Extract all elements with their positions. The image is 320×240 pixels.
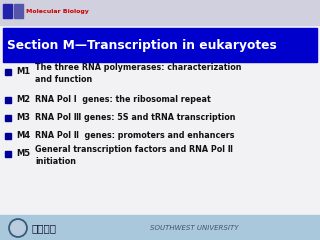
Text: RNA Pol Ⅲ genes: 5S and tRNA transcription: RNA Pol Ⅲ genes: 5S and tRNA transcripti…	[35, 114, 236, 122]
Circle shape	[12, 222, 25, 234]
Text: M3: M3	[16, 114, 30, 122]
Text: 西南大学: 西南大学	[32, 223, 57, 233]
Bar	[0, 215, 320, 240]
Text: RNA Pol Ⅱ  genes: promoters and enhancers: RNA Pol Ⅱ genes: promoters and enhancers	[35, 132, 235, 140]
Bar	[5, 133, 11, 139]
Text: RNA Pol Ⅰ  genes: the ribosomal repeat: RNA Pol Ⅰ genes: the ribosomal repeat	[35, 96, 211, 104]
Text: SOUTHWEST UNIVERSITY: SOUTHWEST UNIVERSITY	[150, 225, 238, 231]
Text: M1: M1	[16, 67, 30, 77]
Bar	[3, 4, 12, 18]
Text: Section M—Transcription in eukaryotes: Section M—Transcription in eukaryotes	[7, 38, 277, 52]
Bar	[5, 97, 11, 103]
Text: The three RNA polymerases: characterization: The three RNA polymerases: characterizat…	[35, 62, 242, 72]
Bar	[5, 115, 11, 121]
Bar	[5, 69, 11, 75]
Text: Molecular Biology: Molecular Biology	[26, 10, 89, 14]
Text: and function: and function	[35, 76, 92, 84]
Text: M4: M4	[16, 132, 30, 140]
Bar	[14, 4, 23, 18]
Bar	[5, 151, 11, 157]
Text: initiation: initiation	[35, 157, 76, 167]
Bar	[3, 28, 317, 62]
Text: General transcription factors and RNA Pol Ⅱ: General transcription factors and RNA Po…	[35, 144, 233, 154]
Text: M5: M5	[16, 150, 30, 158]
Text: M2: M2	[16, 96, 30, 104]
Bar	[0, 0, 320, 25]
